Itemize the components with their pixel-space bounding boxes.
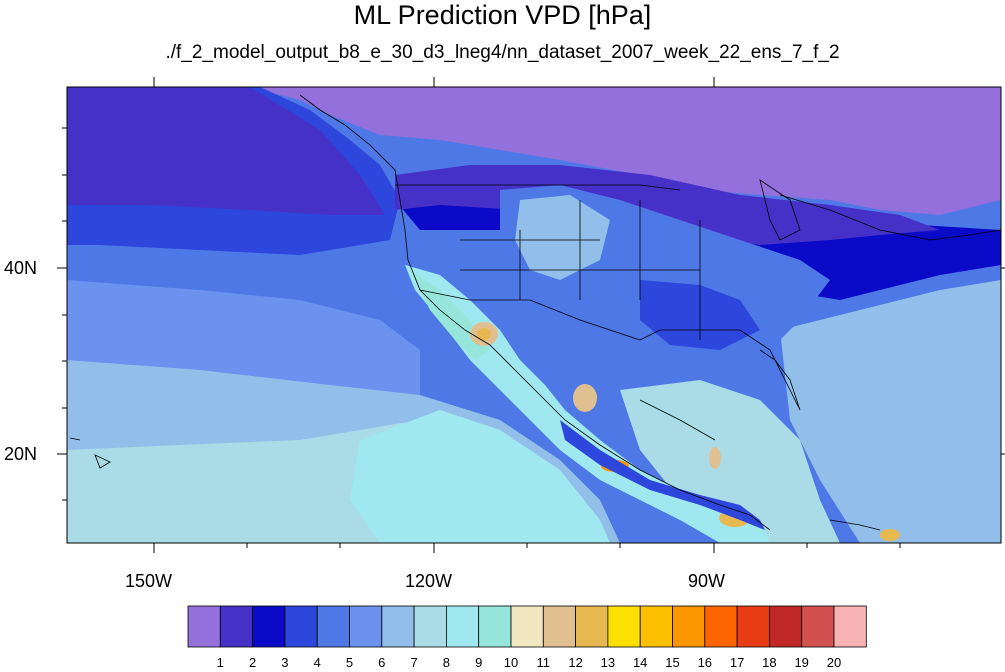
colorbar-tick-label: 6: [378, 655, 386, 670]
colorbar-swatch: [575, 605, 609, 648]
colorbar-swatch: [316, 605, 350, 648]
vpd-hotspot: [477, 328, 491, 340]
colorbar-swatch: [284, 605, 318, 648]
colorbar-tick-label: 13: [600, 655, 616, 670]
x-tick-label-90w: 90W: [688, 571, 726, 591]
map-subtitle: ./f_2_model_output_b8_e_30_d3_lneg4/nn_d…: [165, 42, 840, 63]
x-axis-ticks: [153, 77, 901, 553]
colorbar-tick-label: 1: [216, 655, 224, 670]
colorbar-swatch: [542, 605, 576, 648]
colorbar-tick-label: 3: [281, 655, 289, 670]
colorbar-tick-label: 12: [568, 655, 583, 670]
colorbar-swatch: [445, 605, 480, 648]
colorbar-tick-label: 10: [503, 655, 519, 670]
vpd-contour-band: [620, 380, 840, 543]
colorbar-tick-label: 7: [410, 655, 418, 670]
vpd-hotspot: [709, 447, 721, 469]
map-title: ML Prediction VPD [hPa]: [353, 0, 652, 30]
y-axis-ticks: [57, 127, 1005, 501]
colorbar-swatch: [704, 605, 738, 648]
colorbar-swatch: [252, 605, 286, 648]
colorbar-swatch: [187, 605, 221, 648]
colorbar-swatch: [219, 605, 254, 648]
colorbar-tick-label: 5: [345, 655, 354, 670]
vpd-hotspot: [573, 384, 597, 412]
colorbar-swatch: [639, 605, 673, 648]
colorbar-swatch: [381, 605, 415, 648]
vpd-contour-band: [780, 280, 1001, 543]
colorbar-swatch: [736, 605, 770, 648]
vpd-contour-band: [410, 270, 490, 360]
colorbar-swatch: [478, 605, 512, 648]
colorbar: [187, 605, 867, 648]
colorbar-tick-label: 17: [729, 655, 745, 670]
colorbar-swatch: [349, 605, 383, 648]
colorbar-swatch: [672, 605, 706, 648]
y-tick-label-20n: 20N: [4, 444, 38, 464]
colorbar-tick-label: 4: [313, 655, 321, 670]
colorbar-swatch: [607, 605, 641, 648]
colorbar-tick-label: 2: [248, 655, 257, 670]
colorbar-swatch: [801, 605, 835, 648]
vpd-contour-band: [350, 410, 610, 543]
vpd-contour-band: [515, 195, 610, 280]
colorbar-tick-label: 19: [794, 655, 809, 670]
vpd-hotspot: [880, 529, 900, 541]
colorbar-tick-label: 9: [475, 655, 483, 670]
colorbar-swatch: [833, 605, 867, 648]
x-tick-label-150w: 150W: [125, 571, 173, 591]
colorbar-tick-label: 11: [536, 655, 551, 670]
colorbar-tick-label: 15: [665, 655, 680, 670]
colorbar-tick-label: 18: [762, 655, 777, 670]
colorbar-swatch: [769, 605, 803, 648]
colorbar-swatch: [510, 605, 544, 648]
vpd-contour-band: [67, 87, 1001, 215]
y-tick-label-40n: 40N: [4, 258, 38, 278]
colorbar-tick-label: 16: [697, 655, 713, 670]
colorbar-tick-label: 8: [442, 655, 450, 670]
coastline: [69, 94, 1001, 531]
x-tick-label-120w: 120W: [405, 571, 453, 591]
colorbar-swatch: [413, 605, 447, 648]
colorbar-tick-label: 14: [632, 655, 648, 670]
vpd-contour-band: [67, 87, 385, 215]
colorbar-tick-label: 20: [826, 655, 842, 670]
